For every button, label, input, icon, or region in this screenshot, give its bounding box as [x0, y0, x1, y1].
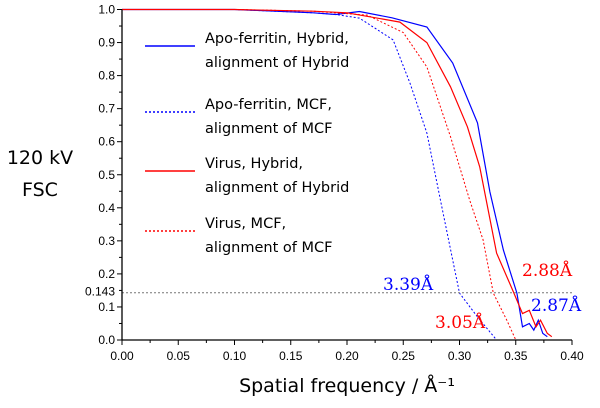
- axes: 0.0 0.1 0.2 0.3 0.4 0.5 0.6 0.7 0.8 0.9 1.0 0.00 0.0…: [98, 3, 584, 364]
- y-tick-label: 0.3: [98, 234, 115, 248]
- y-tick-label: 0.0: [98, 333, 115, 347]
- legend-label-0: Apo-ferritin, Hybrid,: [205, 31, 349, 47]
- x-tick-label: 0.10: [223, 349, 247, 363]
- series-line-0: [122, 8, 548, 338]
- y-axis-label-line2: FSC: [22, 179, 58, 201]
- y-tick-label: 0.7: [98, 102, 115, 116]
- legend: Apo-ferritin, Hybrid, alignment of Hybrid…: [145, 31, 349, 256]
- x-axis-label: Spatial frequency / Å⁻¹: [239, 374, 455, 397]
- threshold-label: 0.143: [85, 285, 115, 299]
- x-tick-label: 0.30: [448, 349, 472, 363]
- y-tick-label: 0.6: [98, 135, 115, 149]
- legend-label-1: Apo-ferritin, MCF,: [205, 97, 332, 113]
- annotation-3.05: 3.05Å: [435, 312, 486, 333]
- legend-label-3: alignment of MCF: [205, 240, 332, 256]
- x-tick-label: 0.15: [279, 349, 303, 363]
- x-tick-label: 0.40: [560, 349, 584, 363]
- y-tick-label: 0.2: [98, 267, 115, 281]
- x-tick-label: 0.05: [167, 349, 191, 363]
- annotation-3.39: 3.39Å: [383, 274, 434, 295]
- legend-label-3: Virus, MCF,: [205, 216, 286, 232]
- legend-label-0: alignment of Hybrid: [205, 55, 349, 71]
- y-tick-label: 0.4: [98, 201, 115, 215]
- x-tick-label: 0.00: [110, 349, 134, 363]
- annotation-2.87: 2.87Å: [531, 295, 582, 316]
- annotation-2.88: 2.88Å: [522, 260, 573, 281]
- y-tick-label: 1.0: [98, 3, 115, 17]
- series-line-2: [122, 8, 553, 338]
- x-tick-label: 0.35: [504, 349, 528, 363]
- legend-label-2: alignment of Hybrid: [205, 180, 349, 196]
- y-tick-label: 0.9: [98, 36, 115, 50]
- y-axis-label-line1: 120 kV: [7, 147, 73, 169]
- y-tick-label: 0.5: [98, 168, 115, 182]
- series-line-3: [122, 9, 517, 341]
- x-tick-label: 0.25: [392, 349, 416, 363]
- legend-label-1: alignment of MCF: [205, 121, 332, 137]
- legend-label-2: Virus, Hybrid,: [205, 156, 303, 172]
- y-tick-label: 0.1: [98, 300, 115, 314]
- x-tick-label: 0.20: [335, 349, 359, 363]
- y-tick-label: 0.8: [98, 69, 115, 83]
